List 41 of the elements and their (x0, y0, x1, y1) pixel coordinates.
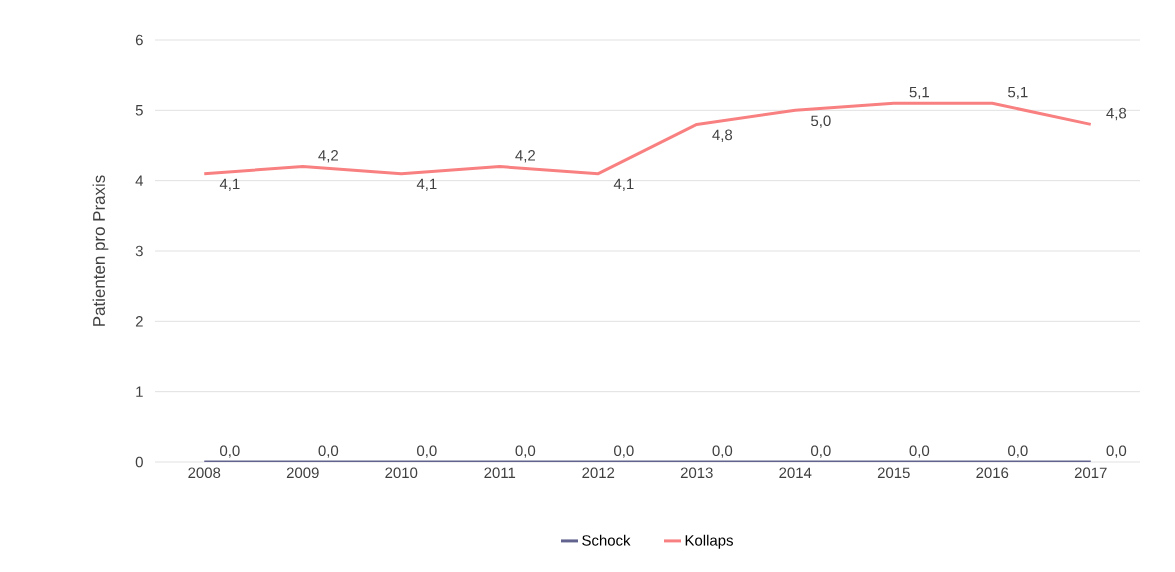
y-tick-label: 1 (136, 386, 143, 397)
data-label: 0,0 (614, 445, 634, 458)
data-label: 0,0 (811, 445, 831, 458)
data-label: 4,2 (515, 150, 535, 163)
data-label: 4,8 (712, 129, 733, 142)
x-tick-label: 2016 (976, 467, 1009, 479)
data-label: 0,0 (1008, 445, 1028, 458)
y-tick-label: 6 (135, 34, 143, 46)
y-axis-title: Patienten pro Praxis (92, 175, 109, 326)
data-label: 5,1 (1008, 86, 1028, 100)
data-label: 5,0 (811, 115, 831, 128)
y-tick-label: 2 (135, 316, 143, 327)
data-label: 5,1 (909, 86, 929, 100)
y-tick-label: 3 (135, 245, 143, 257)
legend-label: Kollaps (685, 534, 733, 549)
data-label: 0,0 (909, 445, 930, 458)
x-tick-label: 2015 (877, 467, 910, 479)
data-label: 4,1 (613, 178, 634, 192)
data-label: 4,1 (219, 178, 240, 192)
data-label: 0,0 (417, 445, 437, 458)
y-tick-label: 5 (135, 105, 143, 116)
x-tick-label: 2017 (1074, 467, 1107, 479)
x-tick-label: 2012 (582, 467, 615, 479)
y-tick-label: 4 (135, 175, 144, 186)
y-tick-label: 0 (135, 456, 143, 468)
x-tick-label: 2008 (188, 467, 221, 479)
x-tick-label: 2009 (286, 467, 319, 479)
data-label: 0,0 (712, 445, 733, 458)
data-label: 4,2 (318, 150, 338, 163)
data-label: 0,0 (220, 445, 240, 458)
data-label: 0,0 (318, 445, 339, 458)
line-series (202, 101, 1093, 176)
data-label: 0,0 (1106, 445, 1127, 458)
x-tick-label: 2014 (779, 467, 812, 479)
legend-label: Schock (582, 534, 631, 546)
data-label: 4,1 (416, 178, 437, 192)
data-label: 4,8 (1106, 107, 1127, 121)
data-label: 0,0 (515, 445, 536, 458)
x-tick-label: 2010 (385, 467, 418, 479)
x-tick-label: 2011 (484, 467, 516, 479)
x-tick-label: 2013 (680, 467, 713, 479)
